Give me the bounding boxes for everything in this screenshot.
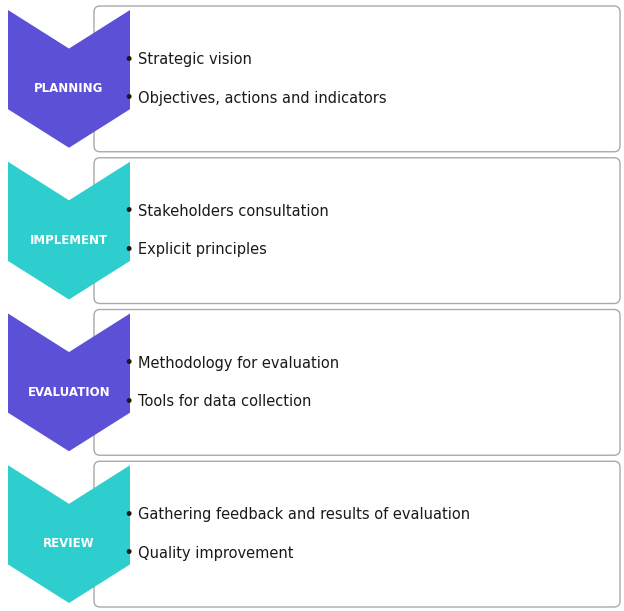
Polygon shape — [8, 162, 130, 299]
Text: REVIEW: REVIEW — [43, 537, 95, 551]
Text: •: • — [123, 89, 133, 107]
Text: PLANNING: PLANNING — [34, 82, 104, 95]
Text: Strategic vision: Strategic vision — [138, 52, 252, 67]
Text: Quality improvement: Quality improvement — [138, 546, 293, 561]
Text: •: • — [123, 202, 133, 221]
Text: •: • — [123, 506, 133, 524]
Polygon shape — [8, 465, 130, 603]
FancyBboxPatch shape — [94, 6, 620, 152]
FancyBboxPatch shape — [94, 158, 620, 304]
Polygon shape — [8, 313, 130, 452]
Text: •: • — [123, 393, 133, 411]
Text: •: • — [123, 354, 133, 372]
Text: Tools for data collection: Tools for data collection — [138, 394, 311, 409]
Text: Gathering feedback and results of evaluation: Gathering feedback and results of evalua… — [138, 507, 470, 522]
Text: Methodology for evaluation: Methodology for evaluation — [138, 356, 339, 371]
FancyBboxPatch shape — [94, 461, 620, 607]
Text: Explicit principles: Explicit principles — [138, 243, 267, 257]
Text: IMPLEMENT: IMPLEMENT — [30, 234, 108, 247]
Text: •: • — [123, 51, 133, 68]
Polygon shape — [8, 10, 130, 148]
Text: Stakeholders consultation: Stakeholders consultation — [138, 204, 329, 219]
Text: EVALUATION: EVALUATION — [27, 386, 110, 398]
Text: •: • — [123, 241, 133, 259]
Text: •: • — [123, 544, 133, 562]
Text: Objectives, actions and indicators: Objectives, actions and indicators — [138, 90, 387, 106]
FancyBboxPatch shape — [94, 310, 620, 455]
